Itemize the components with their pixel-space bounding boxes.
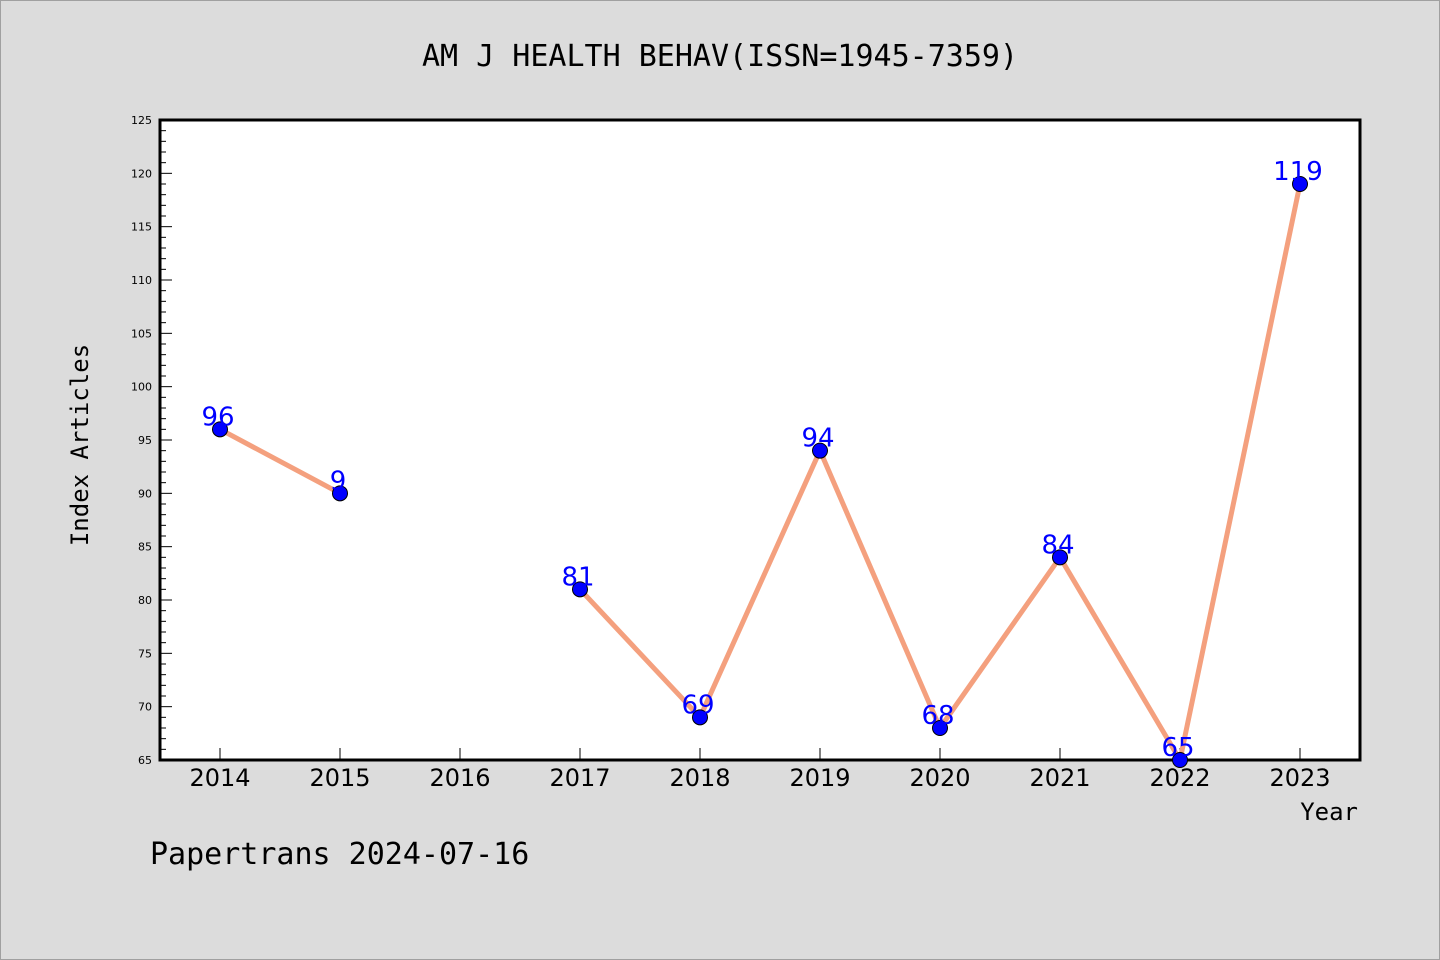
y-tick-label: 70 [138,701,152,714]
y-tick-label: 75 [138,647,152,660]
data-point [1172,752,1188,768]
y-tick-label: 120 [131,167,152,180]
plot-area [158,118,1362,762]
y-tick-label: 95 [138,434,152,447]
data-label: 119 [1273,157,1323,187]
x-tick-label: 2018 [669,764,730,792]
data-label: 9 [330,466,347,496]
x-tick-label: 2023 [1269,764,1330,792]
x-tick-label: 2022 [1149,764,1210,792]
y-tick-label: 85 [138,541,152,554]
series-line [217,181,1303,763]
data-point [812,442,828,459]
x-axis-title: Year [1300,798,1358,826]
chart-title: AM J HEALTH BEHAV(ISSN=1945-7359) [422,39,1018,74]
data-point [332,485,348,502]
data-point [692,709,708,726]
x-tick-label: 2016 [429,764,490,792]
y-tick-label: 115 [131,221,152,234]
y-tick-label: 125 [131,114,152,127]
y-tick-label: 65 [138,754,152,767]
data-label: 81 [561,562,594,592]
data-label: 65 [1161,733,1194,763]
line-segment [577,586,703,720]
y-tick-label: 90 [138,487,152,500]
y-tick-label: 80 [138,594,152,607]
line-segment [937,554,1063,731]
data-point [212,421,228,438]
series-points [212,176,1308,768]
x-tick-label: 2014 [189,764,250,792]
y-axis-title: Index Articles [66,344,94,546]
data-label: 68 [921,701,954,731]
data-label: 69 [681,690,714,720]
y-tick-label: 100 [131,381,152,394]
x-tick-label: 2015 [309,764,370,792]
data-point [1292,176,1308,192]
data-point [1052,549,1068,566]
data-point [932,720,948,736]
line-segment [1177,181,1303,763]
line-segment [697,448,823,720]
x-tick-label: 2019 [789,764,850,792]
x-tick-label: 2017 [549,764,610,792]
x-axis: 2014 2015 2016 2017 2018 2019 2020 2021 2022 2023 [189,748,1331,792]
data-label: 96 [201,402,234,432]
line-segment [1057,554,1183,763]
data-point [572,581,588,598]
y-axis: 65 70 75 80 85 90 95 100 105 110 115 120 125 [131,114,172,767]
data-label: 94 [801,424,834,454]
line-segment [817,448,943,731]
data-labels: 96 9 81 69 94 68 84 65 119 [201,157,1322,763]
footer-text: Papertrans 2024-07-16 [150,837,529,872]
x-tick-label: 2021 [1029,764,1090,792]
x-tick-label: 2020 [909,764,970,792]
y-tick-label: 105 [131,327,152,340]
data-label: 84 [1041,530,1074,560]
line-segment [217,426,343,496]
y-tick-label: 110 [131,274,152,287]
